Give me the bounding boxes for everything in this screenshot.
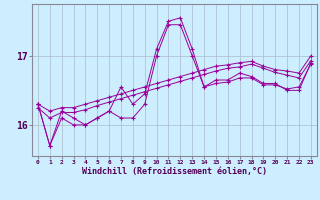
X-axis label: Windchill (Refroidissement éolien,°C): Windchill (Refroidissement éolien,°C) xyxy=(82,167,267,176)
